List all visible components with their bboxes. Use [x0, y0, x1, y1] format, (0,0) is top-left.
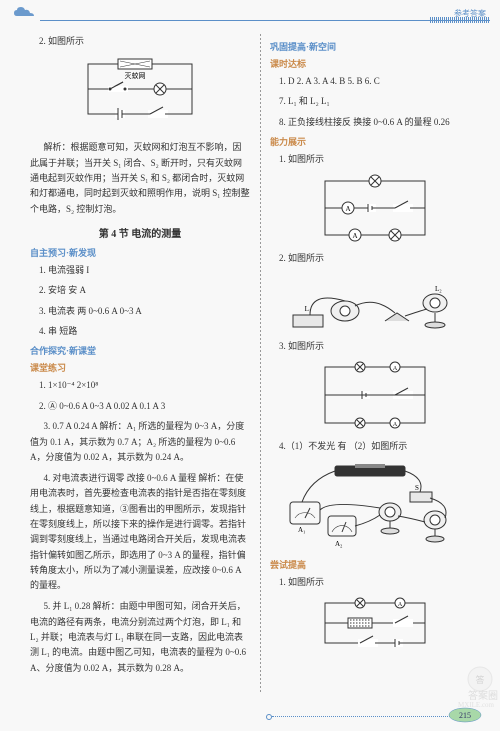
e1: 1. 如图所示 — [270, 152, 480, 166]
footer-dot — [266, 714, 272, 720]
class-1: 1. 1×10⁻⁴ 2×10⁸ — [30, 378, 250, 392]
svg-text:L₂: L₂ — [435, 285, 442, 293]
header-rule — [40, 20, 490, 21]
circuit-diagram-6: A — [270, 595, 480, 653]
circuit-diagram-4: A A — [270, 359, 480, 433]
circuit-diagram-5: S A₁ A₂ — [270, 460, 480, 552]
sub-heading-4: 尝试提高 — [270, 558, 480, 571]
column-divider — [260, 34, 261, 694]
e2: 2. 如图所示 — [270, 251, 480, 265]
class-4: 4. 对电流表进行调零 改接 0~0.6 A 量程 解析：在使用电流表时，首先要… — [30, 471, 250, 593]
svg-text:A: A — [345, 205, 350, 213]
class-5: 5. 并 L₁ 0.28 解析：由题中甲图可知，闭合开关后，电流的路径有两条，电… — [30, 599, 250, 675]
preview-4: 4. 串 短路 — [30, 324, 250, 338]
q2-label: 2. 如图所示 — [30, 34, 250, 48]
svg-text:A: A — [393, 422, 398, 428]
blue-heading-3: 巩固提高·新空间 — [270, 40, 480, 53]
left-column: 2. 如图所示 灭蚊网 — [30, 34, 260, 682]
explanation-1: 解析：根据题意可知，灭蚊网和灯泡互不影响，因此属于并联；当开关 S₁ 闭合、S₂… — [30, 140, 250, 216]
footer-dots — [272, 716, 452, 717]
section-title: 第 4 节 电流的测量 — [30, 225, 250, 240]
f1: 1. 如图所示 — [270, 575, 480, 589]
cloud-icon — [12, 4, 38, 22]
circuit-label: 灭蚊网 — [125, 71, 146, 80]
sub-heading-3: 能力展示 — [270, 135, 480, 148]
svg-text:A₁: A₁ — [298, 526, 306, 534]
svg-text:答: 答 — [475, 674, 484, 685]
page-header: 参考答案 — [0, 0, 500, 26]
preview-2: 2. 安培 安 A — [30, 283, 250, 297]
circuit-diagram-3: L₁ L₂ — [270, 271, 480, 333]
svg-text:S: S — [415, 484, 419, 492]
d1: 1. D 2. A 3. A 4. B 5. B 6. C — [270, 74, 480, 88]
sub-heading-1: 课堂练习 — [30, 361, 250, 374]
preview-3: 3. 电流表 两 0~0.6 A 0~3 A — [30, 304, 250, 318]
e3: 3. 如图所示 — [270, 339, 480, 353]
svg-text:A: A — [398, 602, 403, 608]
e4: 4.（1）不发光 有 （2）如图所示 — [270, 439, 480, 453]
right-column: 巩固提高·新空间 课时达标 1. D 2. A 3. A 4. B 5. B 6… — [260, 34, 480, 682]
content-area: 2. 如图所示 灭蚊网 — [0, 26, 500, 682]
circuit-diagram-2: A A — [270, 173, 480, 245]
d7: 7. L₁ 和 L₂ L₁ — [270, 94, 480, 108]
page-number-badge: 215 — [448, 707, 482, 725]
svg-text:A: A — [352, 232, 357, 240]
header-ticks — [430, 15, 490, 21]
blue-heading-1: 自主预习·新发现 — [30, 246, 250, 259]
svg-text:A₂: A₂ — [335, 540, 343, 548]
preview-1: 1. 电流强弱 I — [30, 263, 250, 277]
d8: 8. 正负接线柱接反 换接 0~0.6 A 的量程 0.26 — [270, 115, 480, 129]
circuit-diagram-1: 灭蚊网 — [30, 54, 250, 134]
blue-heading-2: 合作探究·新课堂 — [30, 344, 250, 357]
sub-heading-2: 课时达标 — [270, 57, 480, 70]
class-2: 2. Ⓐ 0~0.6 A 0~3 A 0.02 A 0.1 A 3 — [30, 399, 250, 413]
svg-text:A: A — [393, 366, 398, 372]
page-number: 215 — [459, 711, 471, 720]
watermark-url: MXILE.com — [458, 701, 494, 709]
class-3: 3. 0.7 A 0.24 A 解析：A₁ 所选的量程为 0~3 A，分度值为 … — [30, 419, 250, 465]
